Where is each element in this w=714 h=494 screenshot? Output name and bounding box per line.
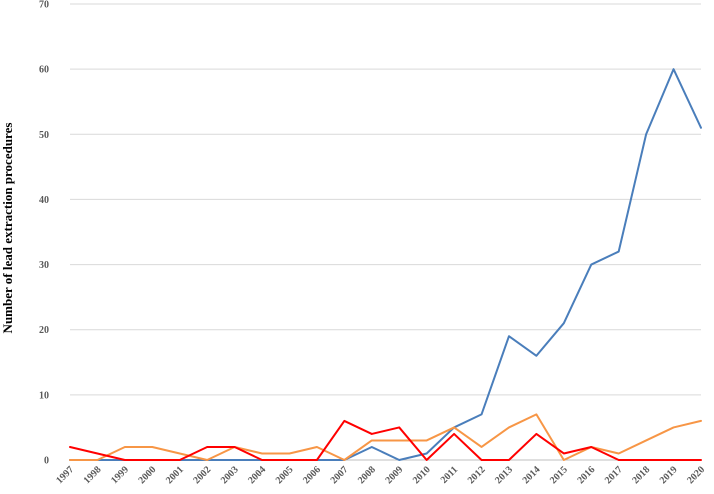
y-tick-label: 0 [44,456,49,467]
x-tick-label: 1999 [109,464,131,486]
y-tick-label: 50 [39,130,49,141]
x-tick-label: 2017 [603,464,625,486]
x-tick-label: 2009 [383,464,405,486]
y-tick-label: 70 [39,0,49,11]
x-tick-label: 2000 [137,464,159,486]
y-tick-label: 10 [39,390,49,401]
x-tick-label: 2008 [356,464,378,486]
x-tick-label: 2014 [521,464,543,486]
gridlines [70,3,701,461]
x-tick-label: 2003 [219,464,241,486]
y-tick-label: 60 [39,65,49,76]
x-tick-label: 2012 [466,464,488,486]
x-tick-label: 2001 [164,464,186,486]
x-tick-label: 1998 [82,464,104,486]
series-line-3 [69,419,702,461]
series-lines [69,68,702,461]
x-axis-ticks: 1997 1998 1999 2000 2001 2002 2003 2004 2005 2006… [54,464,707,486]
x-tick-label: 2006 [301,464,323,486]
x-tick-label: 2013 [493,464,515,486]
x-tick-label: 2019 [658,464,680,486]
x-tick-label: 2018 [630,464,652,486]
y-tick-label: 30 [39,260,49,271]
x-tick-label: 2005 [274,464,296,486]
x-tick-label: 2010 [411,464,433,486]
y-tick-label: 20 [39,325,49,336]
y-axis-ticks: 0 10 20 30 40 50 60 70 [39,0,49,467]
x-tick-label: 1997 [54,464,76,486]
y-tick-label: 40 [39,195,49,206]
x-tick-label: 2020 [685,464,707,486]
x-tick-label: 2002 [191,464,213,486]
y-axis-label: Number of lead extraction procedures [0,123,15,334]
x-tick-label: 2007 [329,464,351,486]
x-tick-label: 2016 [575,464,597,486]
x-tick-label: 2004 [246,464,268,486]
x-tick-label: 2015 [548,464,570,486]
x-tick-label: 2011 [439,464,461,486]
